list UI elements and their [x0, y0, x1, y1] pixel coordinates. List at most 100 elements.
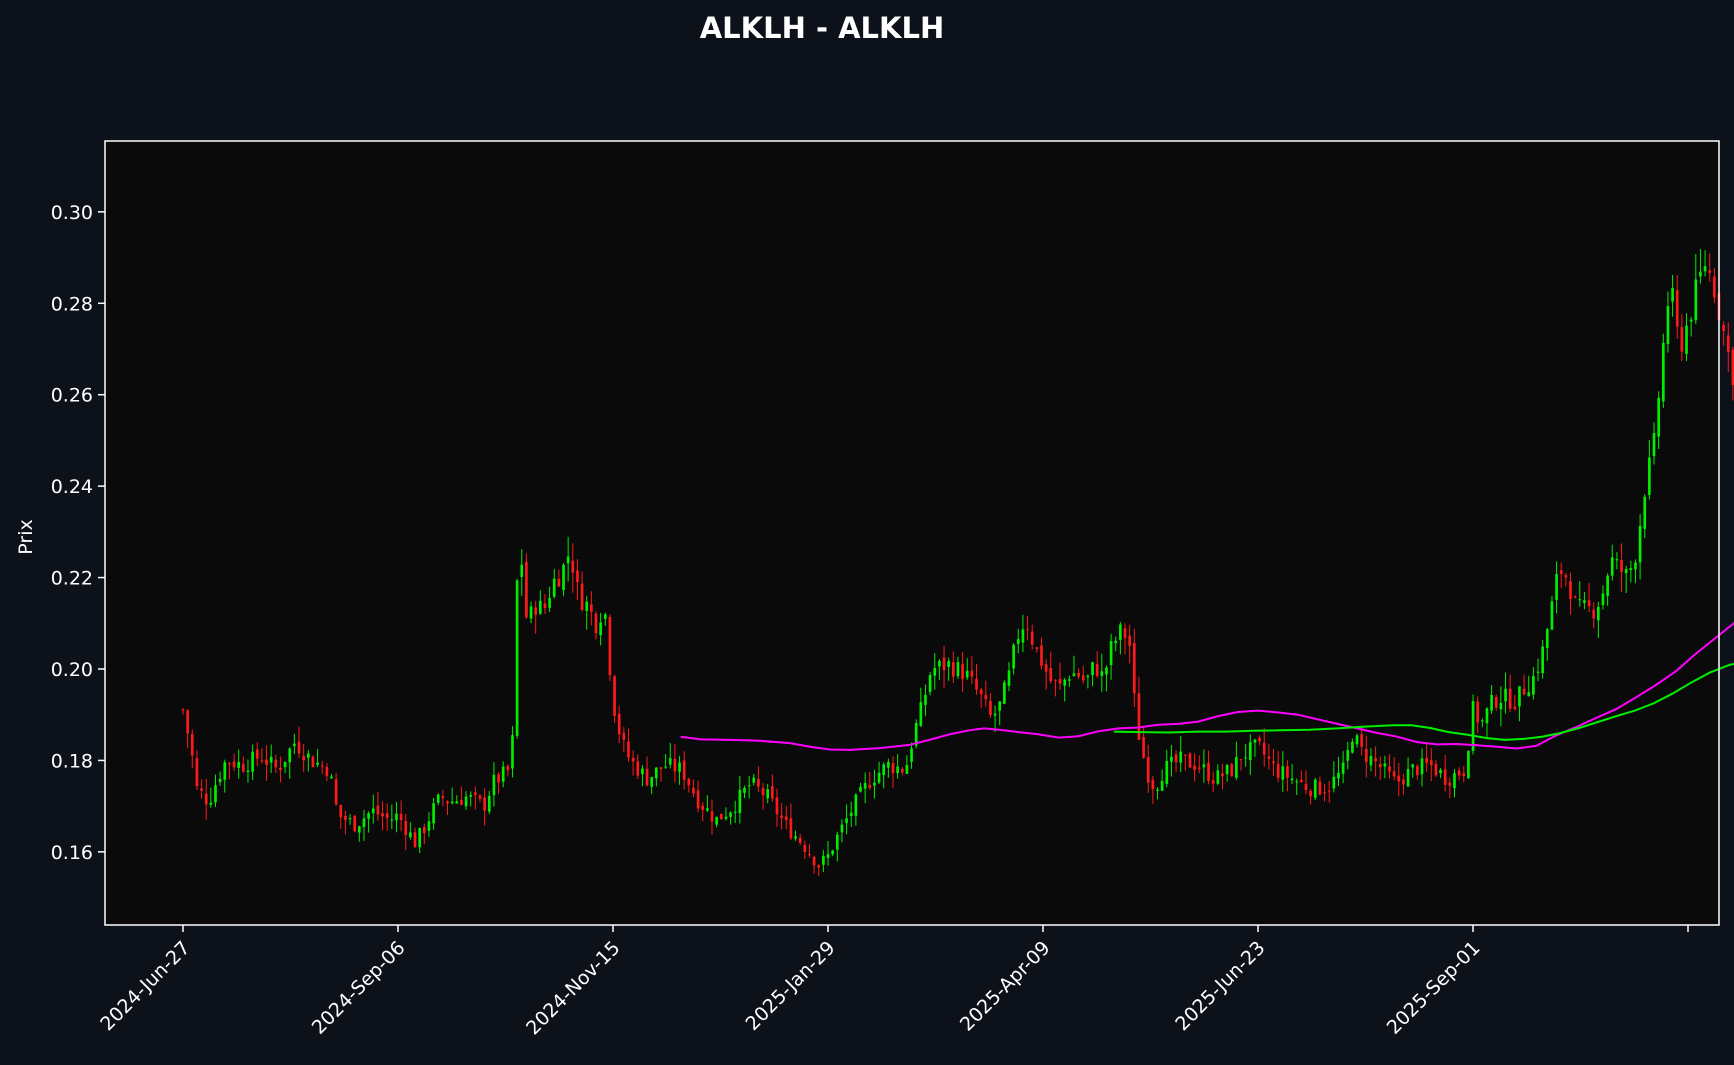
candle-body: [1151, 779, 1155, 790]
candle-body: [654, 767, 658, 779]
candle-body: [975, 678, 978, 690]
candle-body: [1100, 671, 1104, 676]
candle-body: [390, 819, 394, 821]
candle-body: [1248, 742, 1252, 761]
candle-body: [752, 777, 756, 783]
candle-body: [631, 757, 635, 762]
candle-body: [460, 799, 463, 805]
candle-body: [928, 675, 932, 692]
candles: [181, 248, 1734, 877]
candle-body: [297, 741, 301, 754]
candle-body: [854, 794, 858, 816]
candle-body: [1713, 276, 1716, 298]
candle-body: [1035, 647, 1039, 649]
candle-body: [1360, 734, 1364, 747]
candle-body: [1429, 760, 1433, 766]
candle-body: [803, 844, 807, 852]
candle-body: [548, 597, 551, 608]
candle-body: [1573, 596, 1577, 598]
candle-body: [1044, 664, 1048, 672]
candle-body: [474, 792, 477, 795]
y-axis-label: Prix: [15, 519, 37, 554]
candle-body: [1091, 662, 1094, 676]
candle-body: [436, 794, 440, 803]
candle-body: [228, 763, 231, 765]
y-tick-label: 0.30: [51, 202, 93, 224]
candle-body: [729, 812, 732, 817]
candle-body: [1262, 742, 1266, 755]
candle-body: [1007, 670, 1011, 686]
candle-body: [1300, 779, 1303, 782]
candle-body: [1290, 778, 1294, 781]
candle-body: [1211, 780, 1215, 784]
candle-body: [938, 660, 941, 667]
candle-body: [204, 793, 208, 805]
candle-body: [520, 564, 524, 578]
candle-body: [241, 763, 245, 772]
candle-body: [320, 765, 324, 767]
candle-body: [214, 785, 217, 803]
candle-body: [757, 778, 760, 787]
candle-body: [1304, 783, 1308, 790]
candle-body: [1351, 741, 1354, 753]
candle-body: [984, 695, 988, 700]
candle-body: [673, 758, 677, 772]
candle-body: [808, 854, 811, 856]
candle-body: [1369, 756, 1373, 766]
candle-body: [1244, 757, 1248, 759]
candle-body: [706, 808, 709, 811]
candle-body: [905, 764, 909, 774]
candle-body: [650, 777, 654, 787]
candle-body: [956, 662, 960, 677]
candle-body: [840, 824, 844, 833]
candle-body: [1499, 703, 1503, 710]
candle-body: [1221, 773, 1224, 777]
candle-body: [218, 778, 222, 783]
candle-body: [914, 723, 918, 746]
moving-averages: [680, 621, 1734, 751]
candle-body: [1634, 562, 1637, 570]
candle-body: [1578, 599, 1582, 601]
candle-body: [195, 758, 199, 787]
candle-body: [1026, 629, 1029, 631]
candle-body: [1689, 319, 1693, 322]
candle-body: [293, 743, 296, 747]
candle-body: [1657, 397, 1661, 437]
candle-body: [1666, 306, 1670, 345]
candle-body: [1555, 573, 1558, 600]
candle-body: [1703, 266, 1707, 272]
candle-body: [1606, 575, 1609, 597]
candle-body: [590, 604, 593, 612]
candle-body: [1258, 737, 1261, 742]
candle-body: [450, 801, 454, 804]
candle-body: [1235, 757, 1238, 778]
candle-body: [789, 818, 793, 839]
candle-body: [1040, 645, 1043, 666]
candle-body: [1295, 781, 1299, 783]
candle-body: [719, 813, 723, 820]
candle-body: [255, 749, 259, 759]
candle-body: [682, 760, 686, 780]
candle-body: [279, 767, 282, 771]
candle-body: [1467, 750, 1470, 779]
candle-body: [1207, 762, 1210, 781]
candle-body: [543, 603, 547, 608]
candle-body: [1708, 270, 1712, 273]
candle-body: [1550, 601, 1554, 630]
candle-body: [511, 735, 514, 769]
candle-body: [1021, 629, 1025, 643]
candle-body: [1643, 496, 1647, 529]
candle-body: [1054, 680, 1057, 682]
candle-body: [381, 813, 384, 817]
candle-body: [1490, 695, 1493, 711]
candle-body: [1638, 525, 1642, 563]
candle-body: [334, 779, 338, 805]
candle-body: [399, 813, 403, 821]
candle-body: [186, 710, 189, 734]
candle-body: [1355, 735, 1359, 745]
candle-body: [283, 761, 287, 768]
candle-body: [1332, 776, 1336, 789]
candle-body: [1597, 606, 1600, 621]
candle-body: [1114, 640, 1118, 644]
candle-body: [1197, 767, 1201, 769]
